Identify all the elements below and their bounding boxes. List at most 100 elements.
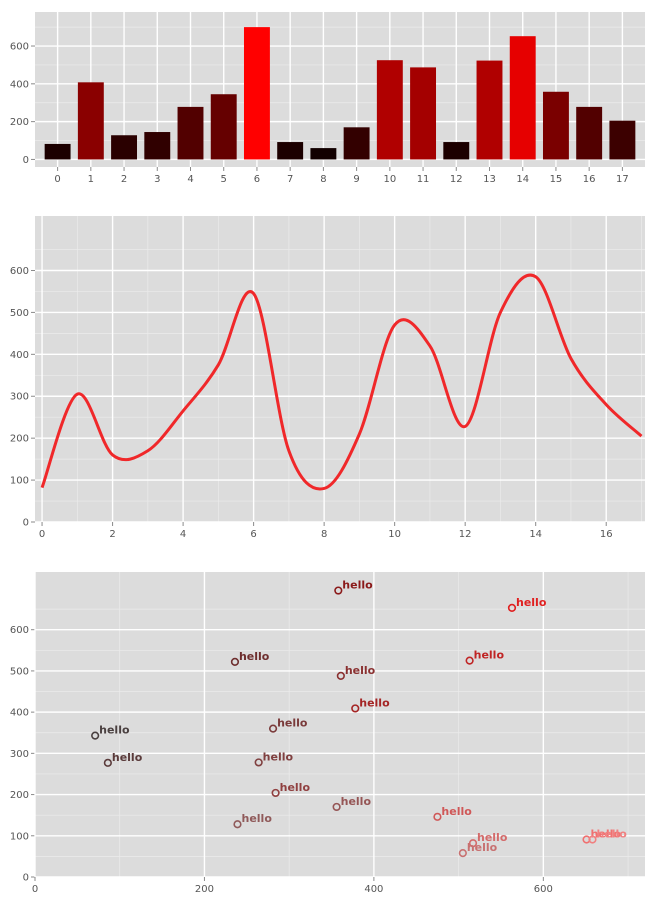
x-tick-label: 5 xyxy=(221,174,227,185)
data-point xyxy=(465,656,474,665)
x-tick-label: 16 xyxy=(600,529,613,540)
y-tick-label: 200 xyxy=(10,434,29,445)
point-label: hello xyxy=(345,664,376,677)
data-point xyxy=(458,848,467,858)
x-tick-label: 12 xyxy=(459,529,472,540)
y-tick-label: 600 xyxy=(10,625,29,636)
data-point xyxy=(332,802,341,812)
point-label: hello xyxy=(277,717,308,730)
bar xyxy=(177,106,204,160)
x-tick-label: 13 xyxy=(483,174,496,185)
bar xyxy=(410,67,437,160)
bar xyxy=(443,142,470,160)
bar xyxy=(210,94,237,160)
point-label: hello xyxy=(239,650,270,663)
y-tick-label: 400 xyxy=(10,79,29,90)
y-tick-label: 400 xyxy=(10,708,29,719)
bar xyxy=(542,91,569,160)
x-tick-label: 200 xyxy=(195,884,214,895)
x-tick-label: 1 xyxy=(88,174,94,185)
x-tick-label: 11 xyxy=(417,174,430,185)
data-point xyxy=(233,820,242,829)
x-tick-label: 10 xyxy=(388,529,401,540)
point-label: hello xyxy=(596,827,627,840)
bar xyxy=(343,127,370,160)
point-label: hello xyxy=(342,579,373,592)
y-tick-label: 100 xyxy=(10,831,29,842)
x-tick-label: 14 xyxy=(529,529,542,540)
point-label: hello xyxy=(441,805,472,818)
x-tick-label: 12 xyxy=(450,174,463,185)
x-tick-label: 3 xyxy=(154,174,160,185)
x-tick-label: 8 xyxy=(321,529,327,540)
bar xyxy=(44,143,71,160)
bar xyxy=(111,135,138,160)
point-label: hello xyxy=(99,724,130,737)
y-tick-label: 600 xyxy=(10,266,29,277)
bar xyxy=(476,60,503,160)
data-point xyxy=(268,724,278,733)
x-tick-label: 10 xyxy=(383,174,396,185)
y-tick-label: 400 xyxy=(10,350,29,361)
y-tick-label: 0 xyxy=(23,873,29,884)
point-label: hello xyxy=(467,841,498,854)
y-tick-label: 300 xyxy=(10,392,29,403)
point-label: hello xyxy=(263,750,294,763)
x-tick-label: 2 xyxy=(109,529,115,540)
x-tick-label: 0 xyxy=(32,884,38,895)
x-tick-label: 0 xyxy=(39,529,45,540)
data-point xyxy=(334,586,343,595)
data-point xyxy=(91,731,100,740)
x-tick-label: 16 xyxy=(583,174,596,185)
bar xyxy=(509,36,536,160)
x-tick-label: 2 xyxy=(121,174,127,185)
bar xyxy=(576,106,603,160)
x-tick-label: 600 xyxy=(534,884,553,895)
x-tick-label: 9 xyxy=(353,174,359,185)
x-tick-label: 14 xyxy=(516,174,529,185)
bar xyxy=(144,132,171,160)
x-tick-label: 7 xyxy=(287,174,293,185)
y-tick-label: 300 xyxy=(10,749,29,760)
series-line xyxy=(40,273,643,491)
x-tick-label: 4 xyxy=(187,174,193,185)
data-point xyxy=(468,839,478,848)
data-point xyxy=(254,758,263,767)
bar xyxy=(376,60,403,160)
point-label: hello xyxy=(474,649,505,662)
data-point xyxy=(351,704,360,713)
point-label: hello xyxy=(112,751,143,764)
bar xyxy=(310,148,337,160)
bar xyxy=(77,82,104,160)
bar xyxy=(277,142,304,160)
x-tick-label: 4 xyxy=(180,529,186,540)
y-tick-label: 0 xyxy=(23,518,29,529)
x-tick-label: 6 xyxy=(250,529,256,540)
y-tick-label: 100 xyxy=(10,476,29,487)
data-point xyxy=(336,671,345,680)
data-point xyxy=(271,788,280,798)
bar xyxy=(243,27,270,160)
x-tick-label: 0 xyxy=(54,174,60,185)
y-tick-label: 200 xyxy=(10,790,29,801)
x-tick-label: 6 xyxy=(254,174,260,185)
point-label: hello xyxy=(591,827,622,840)
point-label: hello xyxy=(359,696,390,709)
y-tick-label: 200 xyxy=(10,117,29,128)
y-tick-label: 500 xyxy=(10,666,29,677)
bar xyxy=(609,120,636,160)
point-label: hello xyxy=(280,781,311,794)
point-label: hello xyxy=(241,812,272,825)
y-tick-label: 500 xyxy=(10,308,29,319)
x-tick-label: 8 xyxy=(320,174,326,185)
point-label: hello xyxy=(516,596,547,609)
line-chart: 0 100 200 300 400 500 600 0 2 4 6 8 10 12 14 16 xyxy=(10,216,645,540)
x-tick-label: 15 xyxy=(550,174,563,185)
x-tick-label: 400 xyxy=(364,884,383,895)
y-tick-label: 0 xyxy=(23,155,29,166)
x-tick-label: 17 xyxy=(616,174,629,185)
y-tick-label: 600 xyxy=(10,42,29,53)
point-label: hello xyxy=(341,795,372,808)
data-point xyxy=(103,758,112,767)
